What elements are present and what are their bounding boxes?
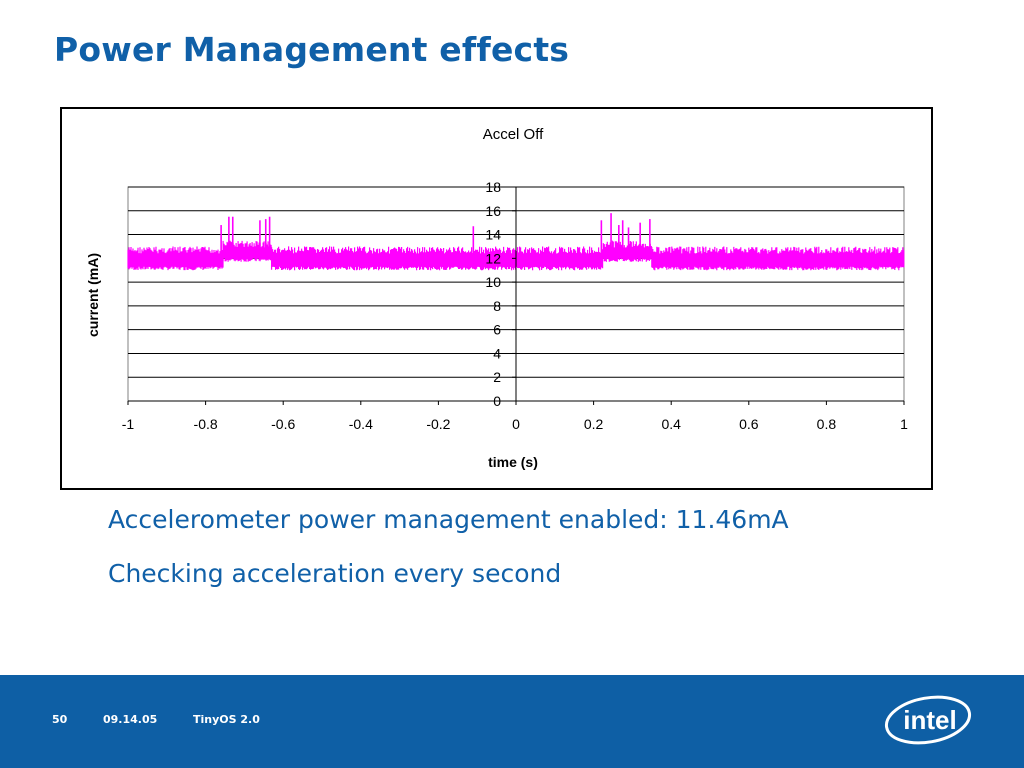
y-axis-label: current (mA) (85, 253, 101, 337)
y-tick-label: 10 (485, 274, 501, 290)
x-tick-label: -0.4 (349, 416, 373, 432)
footer-date: 09.14.05 (103, 713, 158, 726)
current-chart: 0 2 4 6 8 10 12 14 16 18 -1 -0.8 -0.6 -0.4 -0.2 0 0.2 0.4… (85, 126, 908, 470)
y-tick-label: 0 (493, 393, 501, 409)
series-band (127, 246, 224, 271)
x-tick-label: 1 (900, 416, 908, 432)
chart-title: Accel Off (483, 126, 544, 143)
y-tick-label: 18 (485, 179, 501, 195)
y-tick-label: 16 (485, 203, 501, 219)
slide-title: Power Management effects (54, 30, 570, 69)
y-tick-label: 2 (493, 369, 501, 385)
bullet-text: Accelerometer power management enabled: … (108, 505, 789, 534)
x-tick-label: -0.8 (194, 416, 218, 432)
logo-text: intel (903, 705, 956, 735)
series-band (651, 246, 905, 271)
footer-bar: 50 09.14.05 TinyOS 2.0 intel (0, 675, 1024, 768)
page-number: 50 (52, 713, 68, 726)
x-tick-label: -1 (122, 416, 135, 432)
chart-frame: 0 2 4 6 8 10 12 14 16 18 -1 -0.8 -0.6 -0.4 -0.2 0 0.2 0.4… (60, 107, 933, 490)
footer-product: TinyOS 2.0 (193, 713, 260, 726)
series-band (222, 240, 272, 262)
bullet-text: Checking acceleration every second (108, 559, 562, 588)
y-tick-label: 14 (485, 227, 501, 243)
x-tick-label: 0.8 (817, 416, 837, 432)
series-layer (127, 213, 905, 271)
x-tick-label: -0.2 (426, 416, 450, 432)
y-tick-label: 6 (493, 322, 501, 338)
x-tick-label: 0 (512, 416, 520, 432)
x-tick-label: 0.6 (739, 416, 759, 432)
y-tick-label: 12 (485, 250, 501, 266)
x-tick-label: 0.4 (661, 416, 681, 432)
y-tick-label: 8 (493, 298, 501, 314)
axis-layer: 0 2 4 6 8 10 12 14 16 18 -1 -0.8 -0.6 -0.4 -0.2 0 0.2 0.4… (122, 179, 908, 432)
x-tick-label: 0.2 (584, 416, 604, 432)
y-tick-label: 4 (493, 345, 501, 361)
x-tick-label: -0.6 (271, 416, 295, 432)
intel-logo: intel (884, 695, 972, 745)
x-axis-label: time (s) (488, 454, 538, 470)
series-band (271, 246, 604, 271)
